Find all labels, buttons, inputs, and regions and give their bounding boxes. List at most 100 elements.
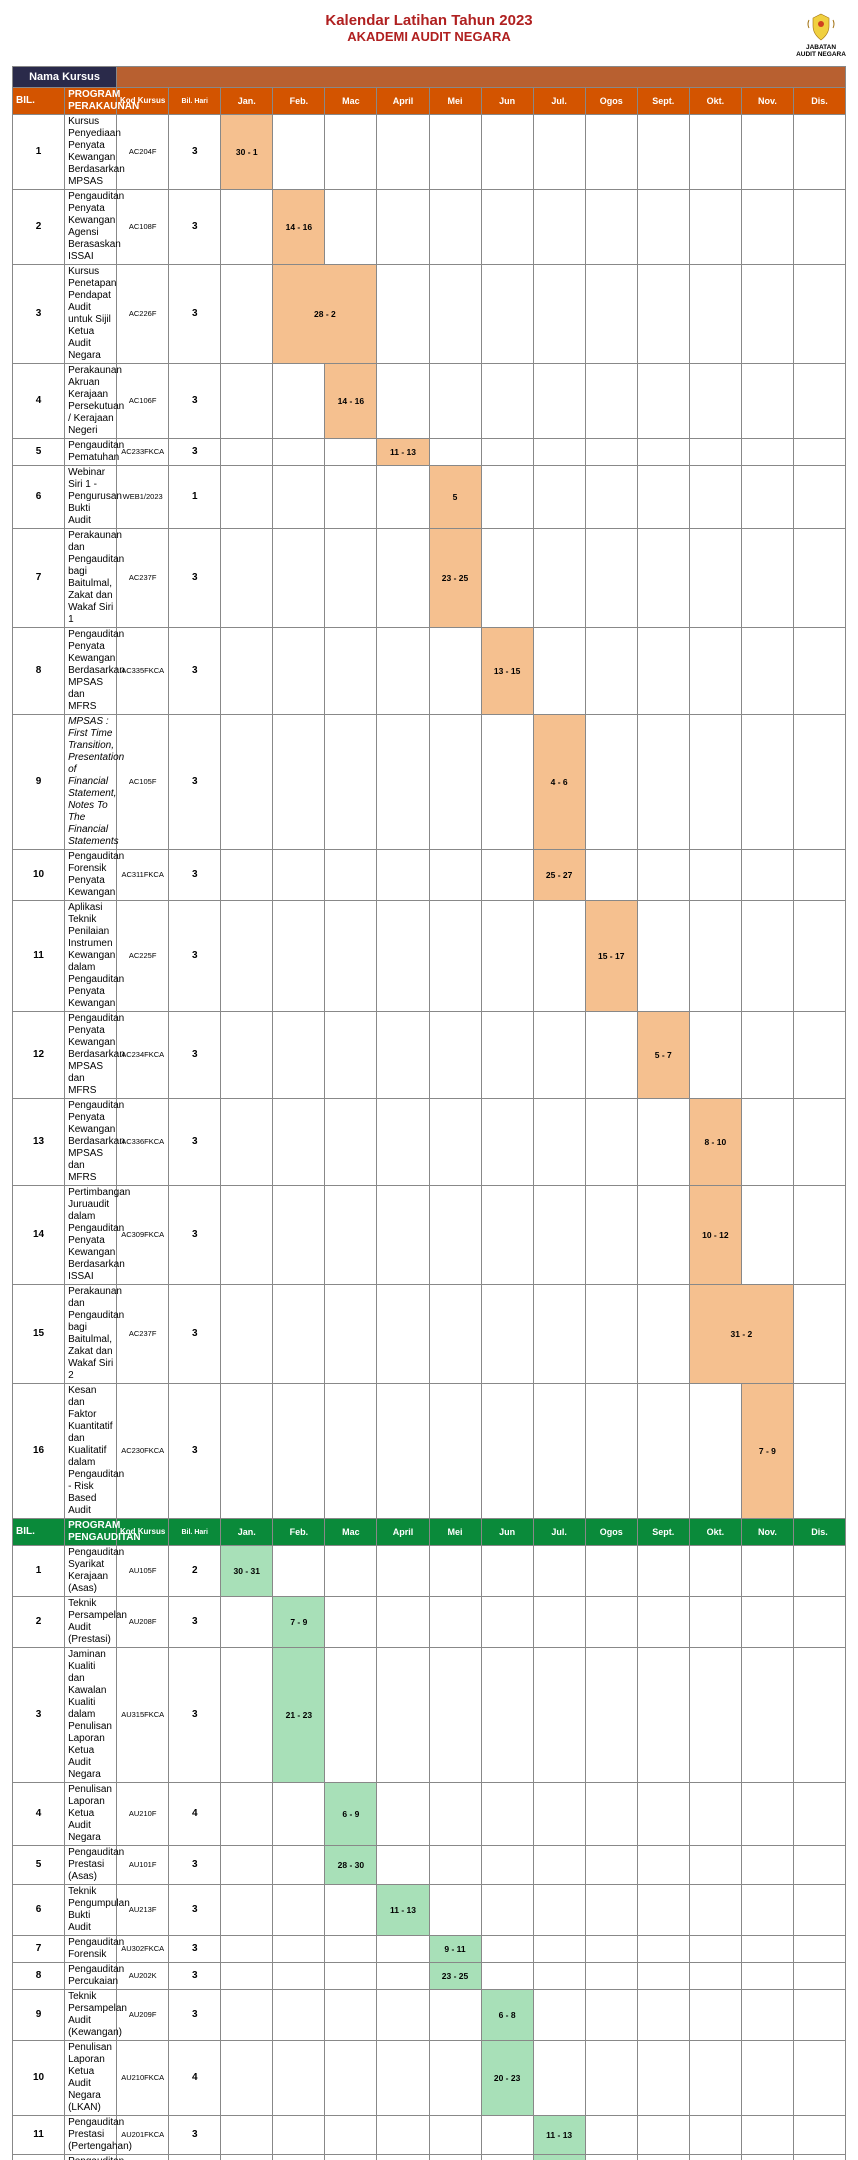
month-cell-11 [793, 1783, 845, 1846]
month-cell-2 [325, 1936, 377, 1963]
month-cell-11 [793, 364, 845, 439]
month-cell-6 [533, 1648, 585, 1783]
course-row: 9MPSAS : First Time Transition, Presenta… [13, 715, 846, 850]
month-cell-11 [793, 1546, 845, 1597]
month-cell-1 [273, 1012, 325, 1099]
month-cell-8 [637, 1099, 689, 1186]
month-cell-0 [221, 1285, 273, 1384]
month-cell-2 [325, 715, 377, 850]
month-cell-4: 23 - 25 [429, 1963, 481, 1990]
month-cell-5 [481, 850, 533, 901]
month-cell-1 [273, 439, 325, 466]
month-cell-10 [741, 1783, 793, 1846]
hdr-program-name: PROGRAM PENGAUDITAN [65, 1519, 117, 1546]
month-cell-6: 25 - 27 [533, 850, 585, 901]
month-cell-0 [221, 1963, 273, 1990]
course-row: 1Kursus Penyediaan Penyata Kewangan Berd… [13, 115, 846, 190]
row-num: 13 [13, 1099, 65, 1186]
month-cell-3 [377, 364, 429, 439]
month-cell-7 [585, 364, 637, 439]
month-cell-5 [481, 1846, 533, 1885]
month-cell-5 [481, 1384, 533, 1519]
month-cell-1 [273, 1099, 325, 1186]
month-cell-8 [637, 901, 689, 1012]
course-days: 2 [169, 1546, 221, 1597]
course-days: 3 [169, 1285, 221, 1384]
row-num: 16 [13, 1384, 65, 1519]
course-days: 3 [169, 901, 221, 1012]
month-cell-1 [273, 2041, 325, 2116]
month-cell-9 [689, 1783, 741, 1846]
row-num: 9 [13, 1990, 65, 2041]
hdr-program-name: PROGRAM PERAKAUNAN [65, 88, 117, 115]
month-cell-10 [741, 1648, 793, 1783]
month-cell-4: 23 - 25 [429, 529, 481, 628]
month-cell-11 [793, 1099, 845, 1186]
month-cell-4 [429, 2041, 481, 2116]
month-cell-10 [741, 850, 793, 901]
month-cell-9 [689, 1384, 741, 1519]
month-cell-0 [221, 1783, 273, 1846]
month-cell-2 [325, 1384, 377, 1519]
month-cell-10 [741, 715, 793, 850]
month-cell-5 [481, 1597, 533, 1648]
month-cell-0 [221, 850, 273, 901]
month-cell-11 [793, 1963, 845, 1990]
month-cell-3 [377, 2116, 429, 2155]
month-cell-11 [793, 628, 845, 715]
course-code: AC335FKCA [117, 628, 169, 715]
month-cell-3 [377, 529, 429, 628]
month-cell-2 [325, 628, 377, 715]
hdr-hari: Bil. Hari [169, 88, 221, 115]
month-cell-6 [533, 364, 585, 439]
row-num: 6 [13, 466, 65, 529]
month-cell-5 [481, 466, 533, 529]
row-num: 5 [13, 1846, 65, 1885]
month-cell-3 [377, 1963, 429, 1990]
course-row: 6Webinar Siri 1 - Pengurusan Bukti Audit… [13, 466, 846, 529]
month-cell-6 [533, 115, 585, 190]
row-num: 10 [13, 850, 65, 901]
month-cell-11 [793, 1012, 845, 1099]
month-cell-1: 7 - 9 [273, 1597, 325, 1648]
hdr-month-10: Nov. [741, 1519, 793, 1546]
hdr-kod: Kod Kursus [117, 1519, 169, 1546]
hdr-month-5: Jun [481, 1519, 533, 1546]
hdr-month-7: Ogos [585, 1519, 637, 1546]
row-num: 8 [13, 628, 65, 715]
month-cell-8 [637, 466, 689, 529]
hdr-month-6: Jul. [533, 1519, 585, 1546]
page-title: Kalendar Latihan Tahun 2023 [62, 12, 796, 29]
month-cell-6 [533, 1186, 585, 1285]
course-days: 3 [169, 1648, 221, 1783]
month-cell-10 [741, 115, 793, 190]
row-num: 11 [13, 901, 65, 1012]
month-cell-7 [585, 2041, 637, 2116]
row-num: 3 [13, 265, 65, 364]
month-cell-1 [273, 1963, 325, 1990]
hdr-month-2: Mac [325, 88, 377, 115]
course-days: 3 [169, 628, 221, 715]
month-cell-6: 4 - 6 [533, 715, 585, 850]
month-cell-8 [637, 2041, 689, 2116]
month-cell-9 [689, 466, 741, 529]
month-cell-1 [273, 2155, 325, 2160]
row-num: 1 [13, 1546, 65, 1597]
month-cell-2 [325, 1990, 377, 2041]
month-cell-6 [533, 1885, 585, 1936]
hdr-month-7: Ogos [585, 88, 637, 115]
course-code: AC311FKCA [117, 850, 169, 901]
course-name: Penulisan Laporan Ketua Audit Negara (LK… [65, 2041, 117, 2116]
month-cell-3 [377, 1384, 429, 1519]
hdr-bil: BIL. [13, 88, 65, 115]
course-days: 3 [169, 2116, 221, 2155]
month-cell-3 [377, 901, 429, 1012]
month-cell-5 [481, 1186, 533, 1285]
course-row: 10Penulisan Laporan Ketua Audit Negara (… [13, 2041, 846, 2116]
month-cell-7 [585, 850, 637, 901]
row-num: 2 [13, 190, 65, 265]
month-cell-2 [325, 1186, 377, 1285]
month-cell-2 [325, 1963, 377, 1990]
month-cell-7 [585, 1885, 637, 1936]
course-row: 12Pengauditan Penyata Kewangan Berdasark… [13, 1012, 846, 1099]
